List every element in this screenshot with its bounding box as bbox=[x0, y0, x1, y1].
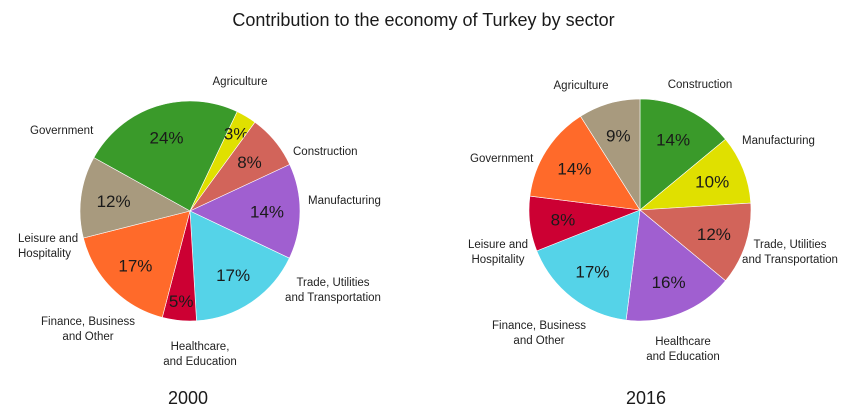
pie-2000-value-construction: 3% bbox=[224, 125, 249, 144]
pie-2016-slice-healthcare-and-education bbox=[536, 209, 641, 321]
pie-2016-label-trade-utilities-and-transportation: Trade, Utilities and Transportation bbox=[742, 239, 838, 266]
pie-2016-value-government: 9% bbox=[606, 126, 631, 145]
pie-2000-value-finance-business-and-other: 5% bbox=[169, 292, 194, 311]
pie-2016-value-construction: 10% bbox=[695, 172, 729, 191]
pie-2000-label-agriculture: Agriculture bbox=[213, 76, 268, 88]
pie-2016-slice-government bbox=[580, 98, 641, 212]
chart-title: Contribution to the economy of Turkey by… bbox=[232, 10, 615, 30]
pie-2000-value-government: 12% bbox=[97, 192, 131, 211]
pie-2016-label-government: Government bbox=[470, 153, 534, 165]
pie-2000-slice-leisure-and-hospitality bbox=[82, 210, 191, 318]
pie-2000-label-healthcare-and-education: Healthcare, and Education bbox=[163, 341, 237, 368]
pie-2016-label-finance-business-and-other: Finance, Business and Other bbox=[492, 320, 586, 347]
pie-2016-label-leisure-and-hospitality: Leisure and Hospitality bbox=[468, 239, 528, 266]
pie-2000-label-leisure-and-hospitality: Leisure and Hospitality bbox=[18, 233, 78, 260]
pie-2016-value-manufacturing: 12% bbox=[697, 225, 731, 244]
pie-2016-value-leisure-and-hospitality: 14% bbox=[557, 159, 591, 178]
pie-2000-label-manufacturing: Manufacturing bbox=[308, 195, 381, 207]
pie-2000-slice-trade-utilities-and-transportation bbox=[189, 164, 301, 259]
pie-2000-label-government: Government bbox=[30, 125, 94, 137]
pie-2000-slice-healthcare-and-education bbox=[189, 210, 290, 322]
pie-2016-label-healthcare-and-education: Healthcare and Education bbox=[646, 336, 720, 363]
pie-2016-slice-trade-utilities-and-transportation bbox=[625, 209, 726, 322]
pie-2000-slice-agriculture bbox=[93, 100, 238, 212]
pie-2000-value-agriculture: 24% bbox=[149, 129, 183, 148]
pie-2016-value-healthcare-and-education: 17% bbox=[575, 262, 609, 281]
pie-2016-label-construction: Construction bbox=[668, 79, 733, 91]
pie-2000-value-trade-utilities-and-transportation: 14% bbox=[250, 202, 284, 221]
pie-2000-value-leisure-and-hospitality: 17% bbox=[118, 256, 152, 275]
pie-2000-year-label: 2000 bbox=[168, 388, 208, 408]
pie-2000-label-finance-business-and-other: Finance, Business and Other bbox=[41, 316, 135, 343]
pie-2000-value-healthcare-and-education: 17% bbox=[216, 266, 250, 285]
pie-2016-label-manufacturing: Manufacturing bbox=[742, 135, 815, 147]
pie-2016-slice-manufacturing bbox=[639, 202, 752, 282]
pie-2016-slice-leisure-and-hospitality bbox=[529, 115, 641, 211]
pie-2016-value-trade-utilities-and-transportation: 16% bbox=[652, 273, 686, 292]
pie-2016-value-finance-business-and-other: 8% bbox=[551, 211, 576, 230]
pie-2000-label-trade-utilities-and-transportation: Trade, Utilities and Transportation bbox=[285, 277, 381, 304]
pie-2000-label-construction: Construction bbox=[293, 146, 358, 158]
pie-2016-value-agriculture: 14% bbox=[656, 131, 690, 150]
pie-2000-value-manufacturing: 8% bbox=[237, 153, 262, 172]
pie-2016-slice-agriculture bbox=[639, 98, 726, 211]
pie-2016-label-agriculture: Agriculture bbox=[554, 80, 609, 92]
pie-2000-slice-government bbox=[79, 157, 191, 239]
pie-2016-year-label: 2016 bbox=[626, 388, 666, 408]
